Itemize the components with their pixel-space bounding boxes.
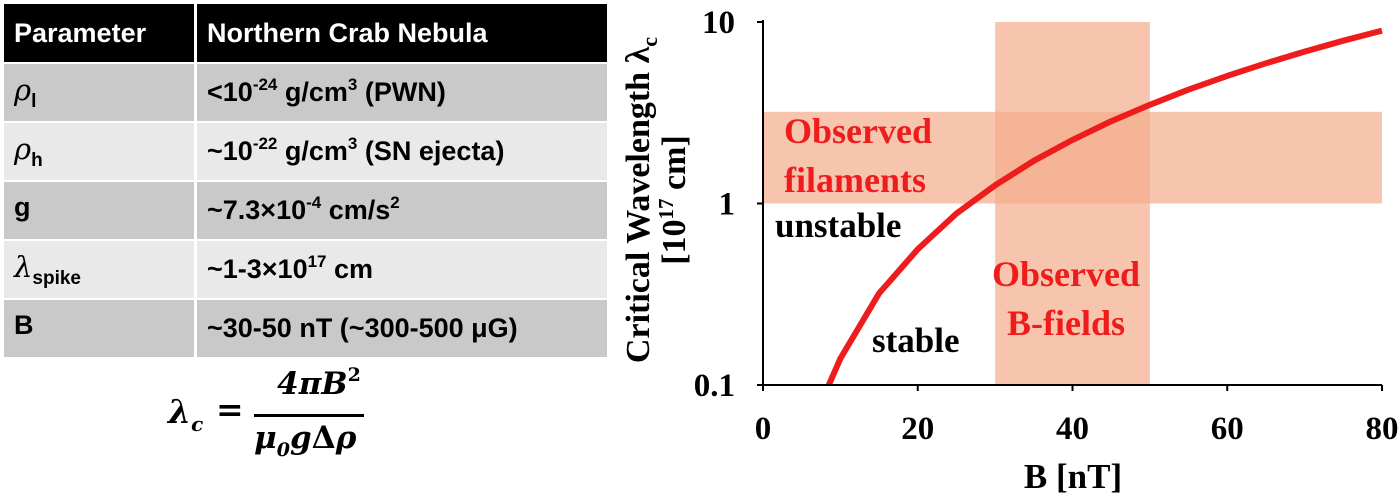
table-header-row: Parameter Northern Crab Nebula [4, 4, 607, 64]
value-cell: ~1-3×1017 cm [197, 241, 607, 300]
parameter-cell: ρl [4, 64, 197, 123]
observed-b-fields-label-line2: B-fields [1007, 303, 1125, 343]
x-tick-label: 20 [901, 411, 934, 447]
parameter-cell: λspike [4, 241, 197, 300]
y-tick-label: 1 [719, 187, 736, 223]
critical-wavelength-formula: λc = 4πB2 μ0gΔρ [168, 366, 428, 476]
parameter-cell: ρh [4, 123, 197, 182]
y-axis-label-line1: Critical Wavelength λc [620, 37, 662, 363]
formula-equals: = [216, 390, 244, 429]
stable-label: stable [872, 321, 960, 360]
table-row: ρh ~10-22 g/cm3 (SN ejecta) [4, 123, 607, 182]
y-tick-label: 0.1 [694, 368, 735, 404]
observed-b-fields-label-line1: Observed [992, 254, 1140, 294]
observed-bands [763, 22, 1382, 385]
observed-filaments-label-line1: Observed [784, 111, 932, 151]
observed-b-fields-band [995, 22, 1150, 385]
parameter-cell: g [4, 182, 197, 241]
table-row: B ~30-50 nT (~300-500 μG) [4, 300, 607, 359]
parameter-table: Parameter Northern Crab Nebula ρl <10-24 … [4, 4, 607, 359]
table-row: g ~7.3×10-4 cm/s2 [4, 182, 607, 241]
formula-lhs: λc [168, 392, 204, 436]
formula-numerator: 4πB2 [277, 364, 361, 403]
value-cell: <10-24 g/cm3 (PWN) [197, 64, 607, 123]
unstable-label: unstable [775, 206, 901, 245]
curve-layer [826, 27, 1383, 387]
y-axis-label-line2: [1017 cm] [654, 135, 693, 265]
x-tick-label: 80 [1366, 411, 1399, 447]
table-row: ρl <10-24 g/cm3 (PWN) [4, 64, 607, 123]
x-tick-label: 40 [1056, 411, 1089, 447]
chart-labels: B [nT] Critical Wavelength λc[1017 cm] Obs… [620, 37, 1140, 496]
x-tick-label: 60 [1211, 411, 1244, 447]
fraction-bar [254, 414, 364, 417]
y-tick-label: 10 [702, 5, 735, 41]
observed-filaments-label-line2: filaments [784, 160, 926, 200]
value-cell: ~30-50 nT (~300-500 μG) [197, 300, 607, 359]
header-parameter: Parameter [4, 4, 197, 64]
x-tick-label: 0 [755, 411, 772, 447]
table-row: λspike ~1-3×1017 cm [4, 241, 607, 300]
parameter-cell: B [4, 300, 197, 359]
axes: 0 20 40 60 80 0.1 1 10 [694, 5, 1399, 447]
value-cell: ~7.3×10-4 cm/s2 [197, 182, 607, 241]
critical-wavelength-curve [826, 27, 1383, 387]
value-cell: ~10-22 g/cm3 (SN ejecta) [197, 123, 607, 182]
critical-wavelength-chart: 0 20 40 60 80 0.1 1 10 B [nT] Critical Wavelengt… [620, 5, 1399, 496]
header-northern-crab-nebula: Northern Crab Nebula [197, 4, 607, 64]
table-body: ρl <10-24 g/cm3 (PWN) ρh ~10-22 g/cm3 (SN e… [4, 64, 607, 359]
formula-denominator: μ0gΔρ [254, 420, 357, 461]
x-axis-label: B [nT] [1024, 457, 1122, 496]
